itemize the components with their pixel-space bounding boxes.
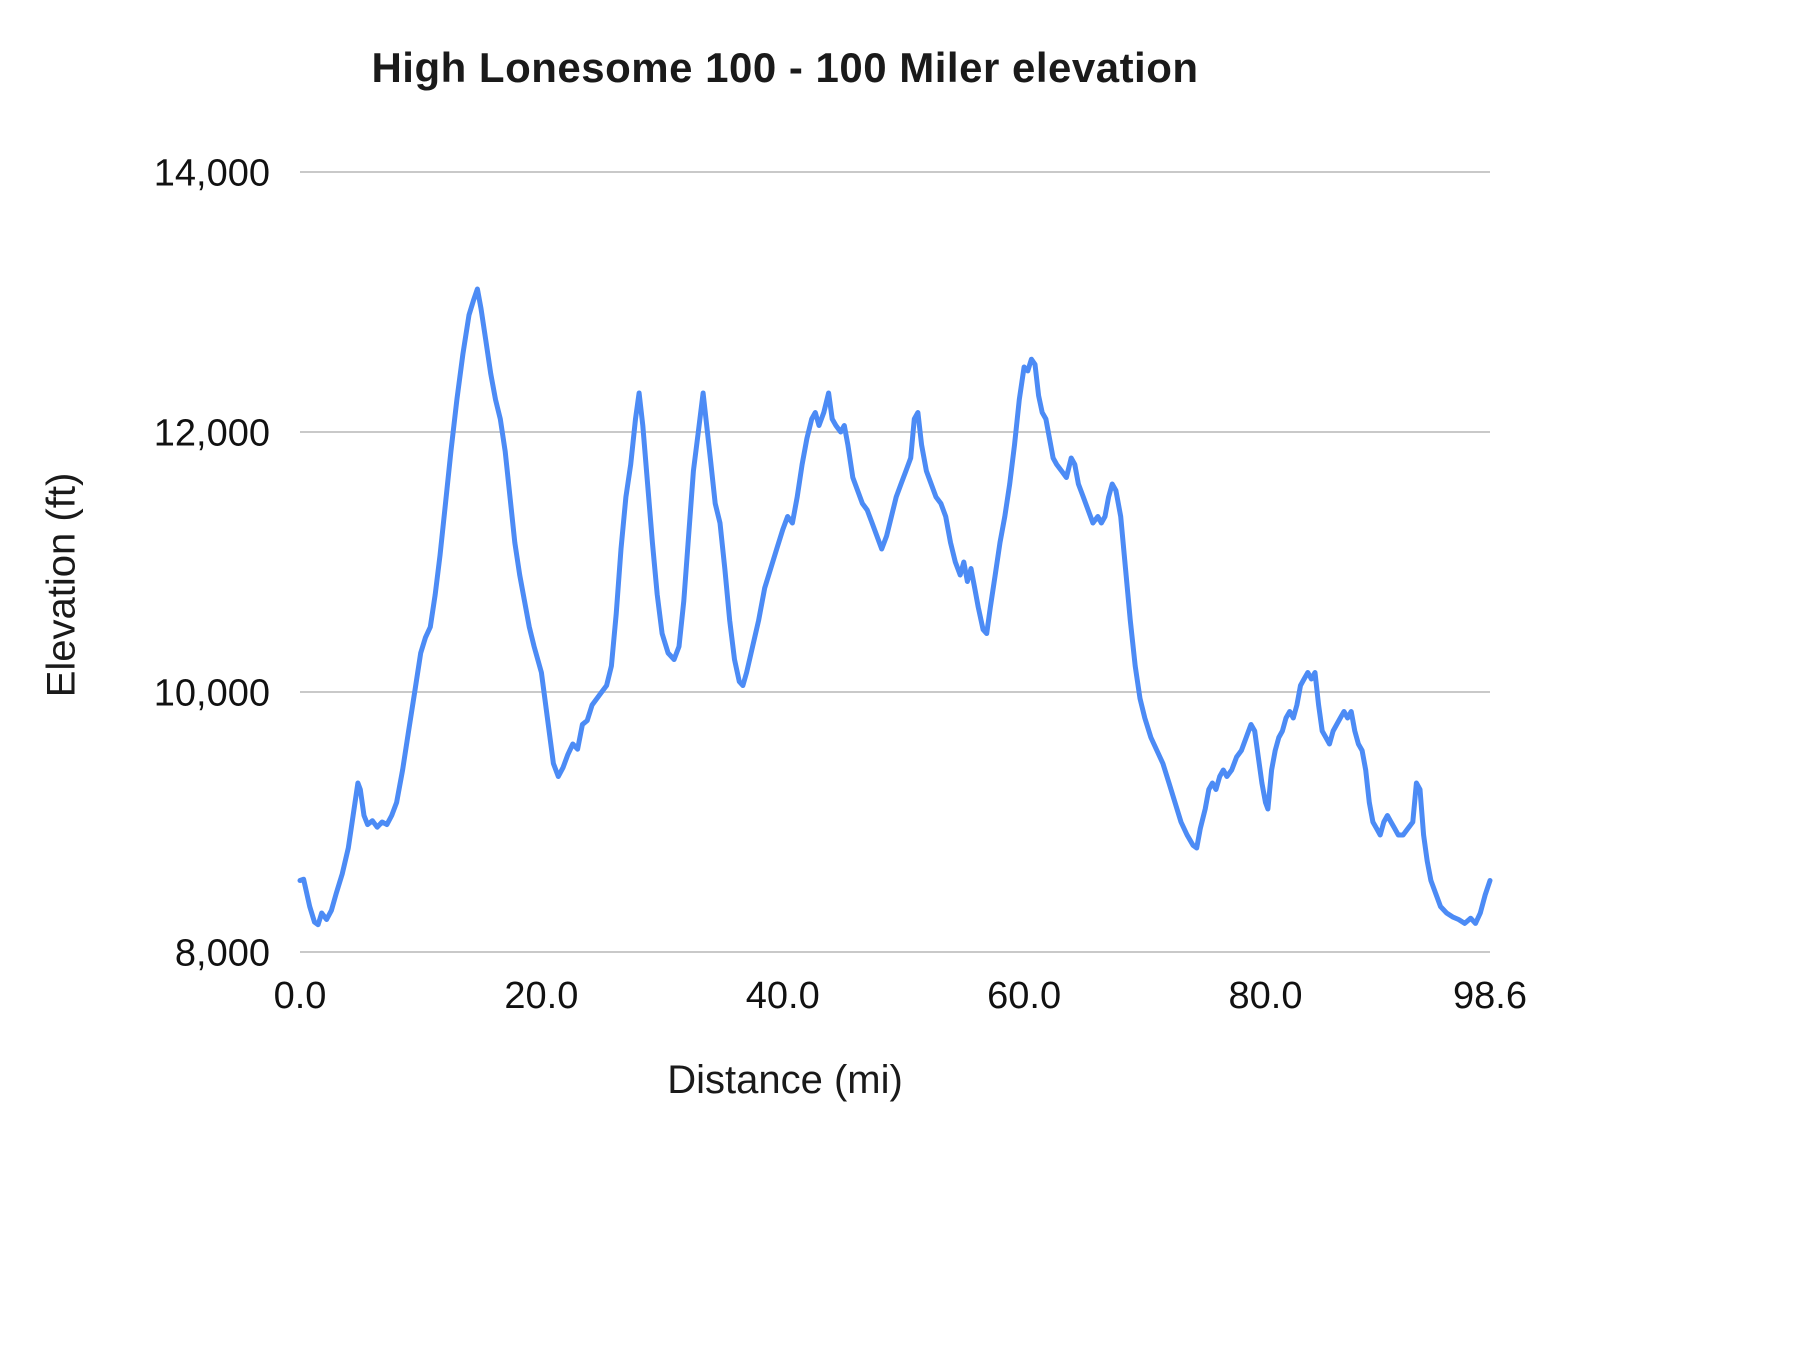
chart-title: High Lonesome 100 - 100 Miler elevation [371,44,1199,91]
elevation-series-line [297,286,1493,928]
y-tick-label: 12,000 [154,412,270,454]
x-tick-label: 40.0 [746,975,820,1017]
x-tick-label: 60.0 [987,975,1061,1017]
x-tick-label: 0.0 [274,975,327,1017]
y-tick-label: 10,000 [154,672,270,714]
x-tick-label: 98.6 [1453,975,1527,1017]
x-axis-title: Distance (mi) [667,1058,903,1102]
x-tick-label: 80.0 [1229,975,1303,1017]
x-tick-label: 20.0 [504,975,578,1017]
y-tick-label: 8,000 [175,932,270,974]
y-tick-label: 14,000 [154,152,270,194]
